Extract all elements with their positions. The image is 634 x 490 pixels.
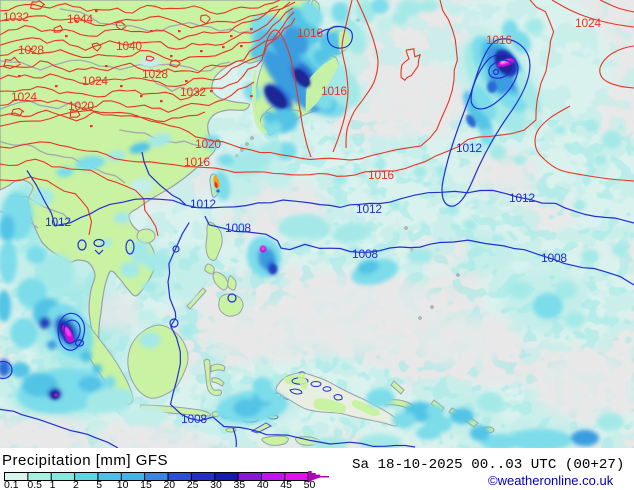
svg-text:1012: 1012	[509, 191, 535, 205]
svg-text:1028: 1028	[142, 67, 168, 81]
svg-text:1: 1	[50, 479, 56, 490]
svg-text:1028: 1028	[18, 43, 44, 57]
svg-text:1012: 1012	[45, 215, 71, 229]
svg-text:1040: 1040	[116, 39, 142, 53]
svg-text:1012: 1012	[190, 197, 216, 211]
svg-text:2: 2	[73, 479, 79, 490]
svg-text:1016: 1016	[486, 33, 512, 47]
svg-text:1008: 1008	[352, 247, 378, 261]
svg-text:1012: 1012	[456, 141, 482, 155]
svg-text:Sa 18-10-2025 00..03 UTC (00+2: Sa 18-10-2025 00..03 UTC (00+27)	[352, 457, 624, 473]
svg-text:1024: 1024	[575, 16, 601, 30]
svg-text:1016: 1016	[321, 84, 347, 98]
svg-text:1024: 1024	[82, 74, 108, 88]
svg-text:©weatheronline.co.uk: ©weatheronline.co.uk	[488, 473, 614, 488]
svg-text:1032: 1032	[3, 10, 29, 24]
svg-text:40: 40	[257, 479, 269, 490]
svg-text:0.5: 0.5	[27, 479, 42, 490]
svg-text:1020: 1020	[68, 99, 94, 113]
svg-text:15: 15	[140, 479, 152, 490]
svg-text:30: 30	[210, 479, 222, 490]
svg-text:50: 50	[304, 479, 316, 490]
svg-text:1008: 1008	[225, 221, 251, 235]
svg-text:20: 20	[163, 479, 175, 490]
svg-text:1008: 1008	[181, 412, 207, 426]
svg-text:1012: 1012	[356, 202, 382, 216]
svg-text:1008: 1008	[541, 251, 567, 265]
svg-text:1016: 1016	[184, 155, 210, 169]
svg-text:1016: 1016	[368, 168, 394, 182]
svg-text:1020: 1020	[195, 137, 221, 151]
svg-text:1016: 1016	[297, 26, 323, 40]
svg-text:1032: 1032	[180, 85, 206, 99]
svg-text:1044: 1044	[67, 12, 93, 26]
svg-text:10: 10	[117, 479, 129, 490]
svg-text:5: 5	[96, 479, 102, 490]
svg-text:45: 45	[280, 479, 292, 490]
svg-text:1024: 1024	[11, 90, 37, 104]
svg-text:35: 35	[234, 479, 246, 490]
svg-text:0.1: 0.1	[4, 479, 19, 490]
svg-text:25: 25	[187, 479, 199, 490]
svg-text:Precipitation [mm] GFS: Precipitation [mm] GFS	[2, 452, 168, 469]
